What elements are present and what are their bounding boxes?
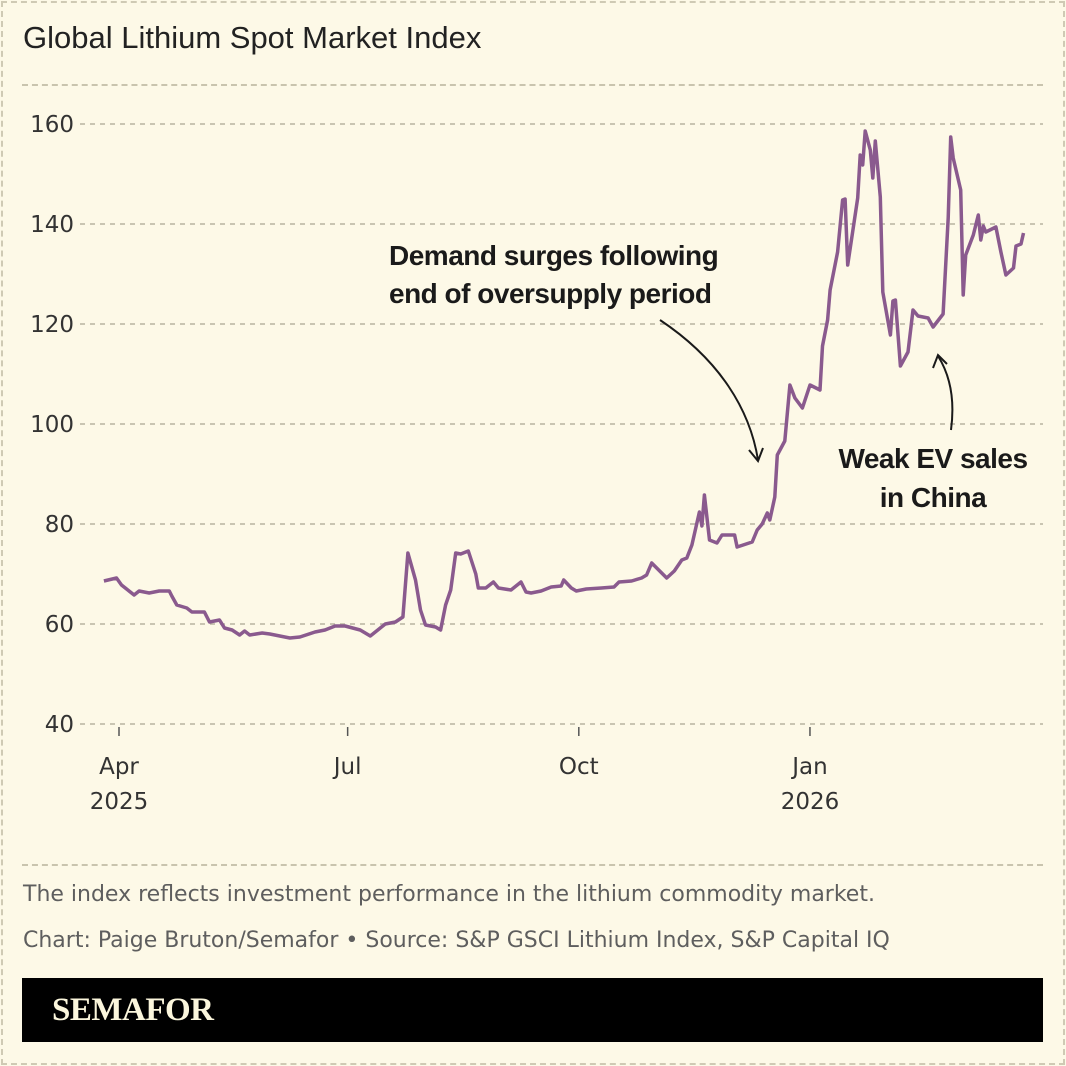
annotation-demand-surge: Demand surges following end of oversuppl… xyxy=(389,240,764,463)
brand-bar: SEMAFOR xyxy=(22,978,1043,1042)
bottom-divider xyxy=(22,864,1043,866)
y-tick-label: 160 xyxy=(30,112,74,138)
annotation-arrow-icon xyxy=(659,319,759,461)
annotation-ev-line-1: Weak EV sales xyxy=(838,443,1027,474)
y-tick-label: 40 xyxy=(45,712,74,738)
x-tick-year-label: 2026 xyxy=(781,789,840,815)
annotation-demand-line-1: Demand surges following xyxy=(389,240,718,271)
y-tick-label: 120 xyxy=(30,312,74,338)
x-tick-label: Jul xyxy=(332,754,362,780)
x-tick-label: Oct xyxy=(559,754,599,780)
x-tick-label: Apr xyxy=(99,754,139,780)
top-divider xyxy=(22,84,1043,86)
annotation-arrow-icon xyxy=(937,355,954,431)
y-tick-label: 100 xyxy=(30,412,74,438)
y-tick-label: 140 xyxy=(30,212,74,238)
annotation-weak-ev: Weak EV sales in China xyxy=(838,353,1028,513)
chart-title: Global Lithium Spot Market Index xyxy=(23,20,482,55)
y-tick-label: 60 xyxy=(45,612,74,638)
y-tick-label: 80 xyxy=(45,512,74,538)
footnote: The index reflects investment performanc… xyxy=(23,882,875,907)
arrowhead-icon xyxy=(748,447,764,463)
annotation-ev-line-2: in China xyxy=(880,482,987,513)
annotation-demand-line-2: end of oversupply period xyxy=(389,278,711,309)
arrowhead-icon xyxy=(932,353,948,369)
x-tick-label: Jan xyxy=(790,754,827,780)
semafor-logo: SEMAFOR xyxy=(52,992,214,1028)
x-tick-year-label: 2025 xyxy=(90,789,149,815)
source-credit: Chart: Paige Bruton/Semafor • Source: S&… xyxy=(23,928,890,953)
index-series-line xyxy=(103,129,1026,640)
